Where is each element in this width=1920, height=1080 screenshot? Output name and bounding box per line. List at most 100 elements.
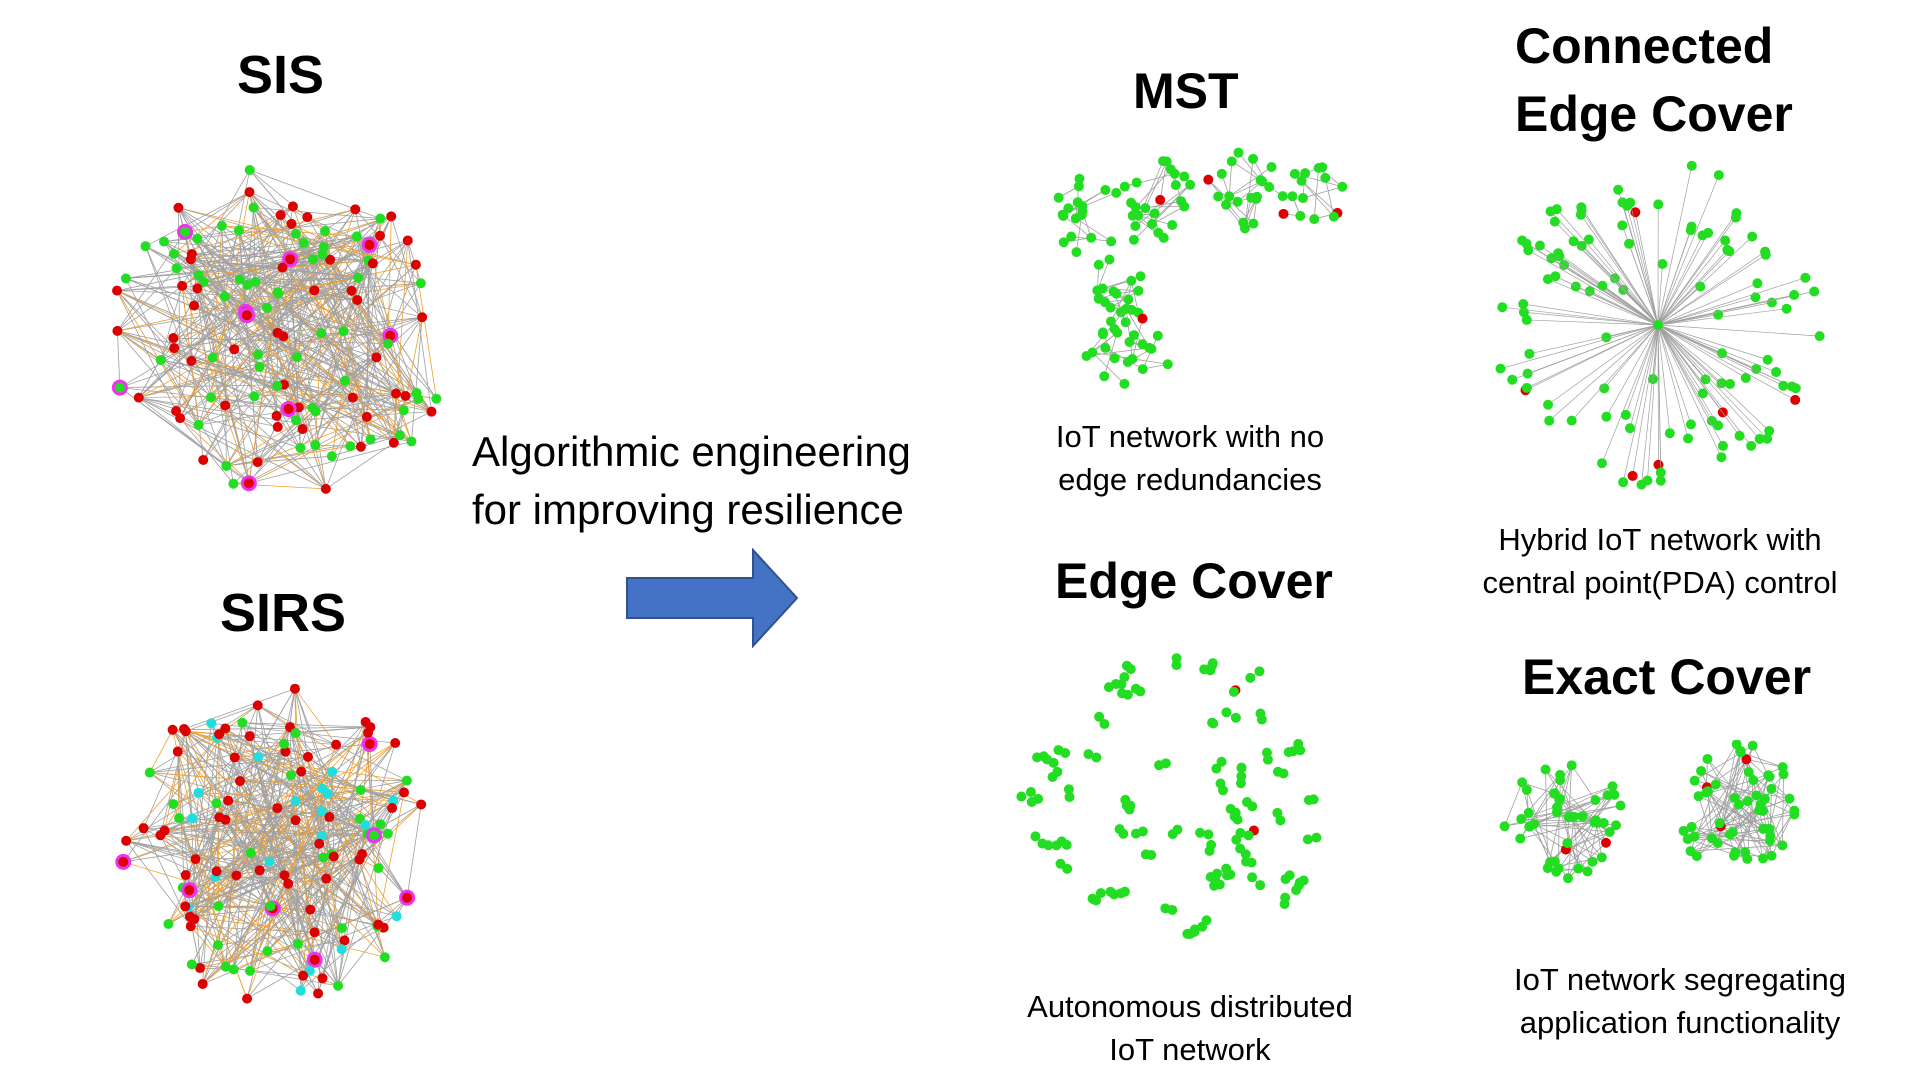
- graph-node: [1542, 863, 1553, 874]
- connected-edge-cover-caption-line2: central point(PDA) control: [1482, 565, 1838, 600]
- graph-node: [1550, 271, 1561, 282]
- graph-node: [1058, 237, 1069, 248]
- graph-node: [363, 727, 374, 738]
- graph-node: [1764, 835, 1775, 846]
- graph-edge: [125, 235, 381, 279]
- graph-edge: [366, 398, 419, 418]
- graph-edge: [331, 434, 400, 457]
- graph-node: [391, 911, 402, 922]
- graph-edge: [193, 852, 252, 920]
- graph-node: [1733, 799, 1744, 810]
- graph-edge: [1626, 205, 1659, 326]
- graph-edge: [249, 169, 381, 219]
- graph-node: [360, 716, 371, 727]
- graph-edge: [325, 357, 377, 490]
- graph-node: [1742, 796, 1753, 807]
- graph-node: [1764, 425, 1775, 436]
- graph-edge: [195, 726, 291, 860]
- graph-edge: [270, 824, 366, 907]
- graph-node: [1518, 299, 1529, 310]
- graph-node: [207, 352, 218, 363]
- graph-edge: [1625, 324, 1659, 416]
- graph-node: [1160, 903, 1171, 914]
- graph-node: [1507, 374, 1518, 385]
- graph-edge: [1707, 791, 1713, 839]
- graph-edge: [359, 780, 408, 819]
- graph-node: [318, 852, 329, 863]
- graph-node: [216, 220, 227, 231]
- graph-node: [1583, 234, 1594, 245]
- graph-node: [1576, 202, 1587, 213]
- graph-node: [1636, 479, 1647, 490]
- graph-edge: [390, 216, 423, 318]
- graph-edge: [266, 267, 283, 308]
- graph-edge: [1657, 324, 1731, 385]
- graph-edge: [1571, 765, 1596, 801]
- graph-node: [401, 775, 412, 786]
- graph-node: [1777, 762, 1788, 773]
- graph-edge: [1151, 184, 1191, 225]
- graph-node: [391, 388, 402, 399]
- graph-edge: [238, 230, 283, 268]
- graph-node: [220, 400, 231, 411]
- graph-node: [320, 483, 331, 494]
- graph-edge: [138, 366, 260, 398]
- graph-node: [193, 419, 204, 430]
- graph-node: [1729, 850, 1740, 861]
- graph-node: [1311, 832, 1322, 843]
- graph-edge: [1159, 161, 1168, 200]
- graph-node: [1211, 763, 1222, 774]
- graph-node: [1063, 784, 1074, 795]
- graph-edge: [1657, 324, 1719, 426]
- graph-edge: [164, 728, 226, 831]
- graph-node: [186, 355, 197, 366]
- graph-edge: [294, 688, 309, 757]
- graph-edge: [376, 792, 405, 927]
- graph-node: [1071, 247, 1082, 258]
- graph-edge: [173, 347, 327, 490]
- graph-edge: [236, 875, 397, 917]
- graph-node: [285, 254, 296, 265]
- graph-node: [244, 965, 255, 976]
- graph-edge: [1521, 781, 1555, 794]
- graph-edge: [225, 722, 243, 967]
- graph-node: [1697, 388, 1708, 399]
- graph-node: [1746, 440, 1757, 451]
- graph-edge: [343, 316, 423, 332]
- graph-edge: [406, 804, 422, 898]
- connected-edge-cover-title: Connected Edge Cover: [1515, 12, 1793, 148]
- graph-edge: [1521, 811, 1558, 820]
- graph-node: [326, 451, 337, 462]
- graph-node: [1562, 838, 1573, 849]
- graph-node: [1609, 789, 1620, 800]
- graph-node: [265, 900, 276, 911]
- graph-edge: [1555, 275, 1659, 326]
- graph-edge: [143, 827, 324, 858]
- graph-node: [1598, 817, 1609, 828]
- graph-node: [1074, 173, 1085, 184]
- graph-node: [364, 239, 375, 250]
- graph-node: [1689, 775, 1700, 786]
- middle-text: Algorithmic engineering for improving re…: [472, 423, 911, 539]
- graph-edge: [325, 442, 395, 490]
- graph-node: [383, 338, 394, 349]
- graph-node: [228, 478, 239, 489]
- graph-node: [1255, 880, 1266, 891]
- graph-node: [1053, 192, 1064, 203]
- graph-edge: [1657, 324, 1760, 440]
- graph-node: [1235, 778, 1246, 789]
- graph-edge: [1547, 324, 1659, 406]
- graph-node: [355, 785, 366, 796]
- graph-edge: [185, 906, 301, 992]
- graph-node: [180, 870, 191, 881]
- graph-edge: [1657, 324, 1704, 394]
- graph-node: [1582, 866, 1593, 877]
- graph-edge: [326, 835, 375, 879]
- graph-node: [1158, 232, 1169, 243]
- graph-node: [1552, 802, 1563, 813]
- graph-node: [1137, 364, 1148, 375]
- graph-node: [243, 478, 254, 489]
- graph-node: [1161, 156, 1172, 167]
- graph-edge: [257, 757, 299, 945]
- graph-edge: [1231, 161, 1261, 181]
